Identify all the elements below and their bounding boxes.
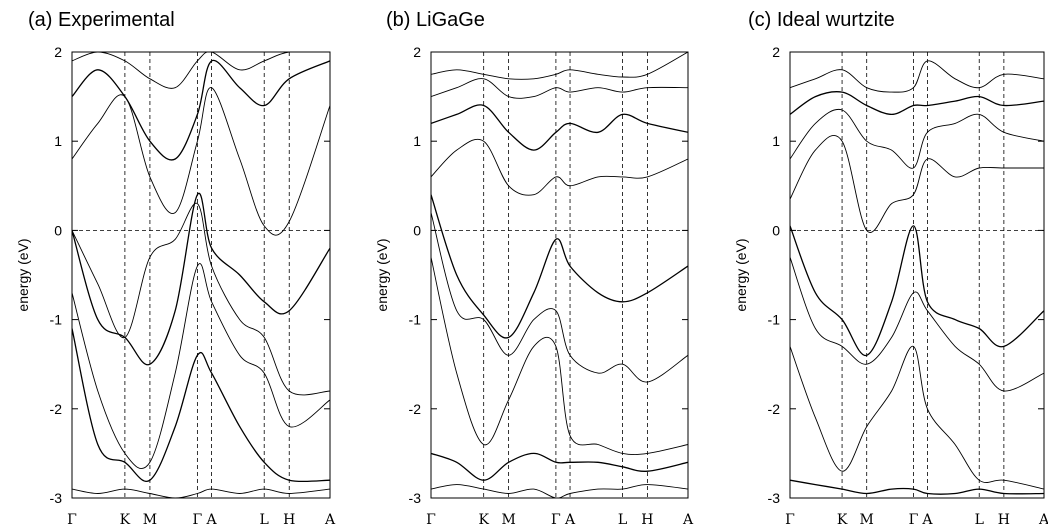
kpoint-label: A xyxy=(921,512,933,528)
kpoint-label: K xyxy=(120,512,131,528)
band-line xyxy=(431,194,688,339)
y-tick-label: -2 xyxy=(409,401,422,417)
y-axis-label: energy (eV) xyxy=(15,238,31,311)
y-tick-label: -3 xyxy=(768,490,781,506)
kpoint-label: A xyxy=(206,512,218,528)
y-tick-label: -2 xyxy=(50,401,63,417)
y-tick-label: 2 xyxy=(772,44,780,60)
y-tick-label: -3 xyxy=(409,490,422,506)
band-line xyxy=(431,52,688,80)
band-line xyxy=(790,479,1044,495)
band-line xyxy=(72,192,330,366)
band-line xyxy=(431,452,688,481)
y-axis-label: energy (eV) xyxy=(374,238,390,311)
band-line xyxy=(72,263,330,469)
band-line xyxy=(72,87,330,236)
kpoint-label: Γ xyxy=(551,512,561,528)
band-line xyxy=(431,212,688,383)
plot-frame xyxy=(71,51,331,499)
band-line xyxy=(72,59,330,161)
kpoint-label: A xyxy=(324,512,336,528)
band-lines xyxy=(790,60,1044,495)
kpoint-label: H xyxy=(641,512,653,528)
kpoint-label: Γ xyxy=(426,512,436,528)
kpoint-label: L xyxy=(975,512,984,528)
band-line xyxy=(431,104,688,151)
kpoint-label: Γ xyxy=(67,512,77,528)
panel-title: (b) LiGaGe xyxy=(386,9,485,31)
kpoint-label: A xyxy=(682,512,694,528)
kpoint-label: K xyxy=(478,512,489,528)
band-line xyxy=(790,91,1044,116)
band-lines xyxy=(431,52,688,498)
band-line xyxy=(431,138,688,196)
kpoint-label: M xyxy=(501,512,515,528)
kpoint-label: L xyxy=(260,512,269,528)
kpoint-label: L xyxy=(618,512,627,528)
band-line xyxy=(72,203,330,396)
y-axis-label: energy (eV) xyxy=(733,238,749,311)
band-line xyxy=(790,345,1044,490)
kpoint-label: H xyxy=(283,512,295,528)
band-line xyxy=(790,108,1044,169)
y-tick-label: 1 xyxy=(413,133,421,149)
band-line xyxy=(790,257,1044,392)
band-line xyxy=(790,135,1044,233)
kpoint-label: K xyxy=(837,512,848,528)
band-line xyxy=(72,52,330,89)
y-tick-label: 1 xyxy=(54,133,62,149)
kpoint-label: H xyxy=(998,512,1010,528)
kpoint-label: A xyxy=(1038,512,1048,528)
band-line xyxy=(431,78,688,99)
kpoint-label: Γ xyxy=(909,512,919,528)
band-lines xyxy=(72,52,330,498)
band-line xyxy=(431,257,688,455)
y-tick-label: 0 xyxy=(54,222,62,238)
y-tick-label: -2 xyxy=(768,401,781,417)
y-tick-label: 0 xyxy=(772,222,780,238)
band-line xyxy=(72,328,330,483)
y-tick-label: 2 xyxy=(54,44,62,60)
y-tick-label: -3 xyxy=(50,490,63,506)
kpoint-label: A xyxy=(564,512,576,528)
y-tick-label: -1 xyxy=(768,312,781,328)
plot-frame xyxy=(430,51,689,499)
kpoint-label: M xyxy=(860,512,874,528)
band-line xyxy=(72,488,330,498)
kpoint-label: M xyxy=(143,512,157,528)
y-tick-label: -1 xyxy=(409,312,422,328)
kpoint-label: Γ xyxy=(193,512,203,528)
panel-title: (a) Experimental xyxy=(28,9,175,31)
y-tick-label: -1 xyxy=(50,312,63,328)
band-line xyxy=(431,484,688,498)
panel-title: (c) Ideal wurtzite xyxy=(748,9,895,31)
plot-frame xyxy=(789,51,1045,499)
y-tick-label: 2 xyxy=(413,44,421,60)
kpoint-label: Γ xyxy=(785,512,795,528)
band-line xyxy=(790,60,1044,93)
y-tick-label: 0 xyxy=(413,222,421,238)
y-tick-label: 1 xyxy=(772,133,780,149)
band-line xyxy=(790,225,1044,356)
